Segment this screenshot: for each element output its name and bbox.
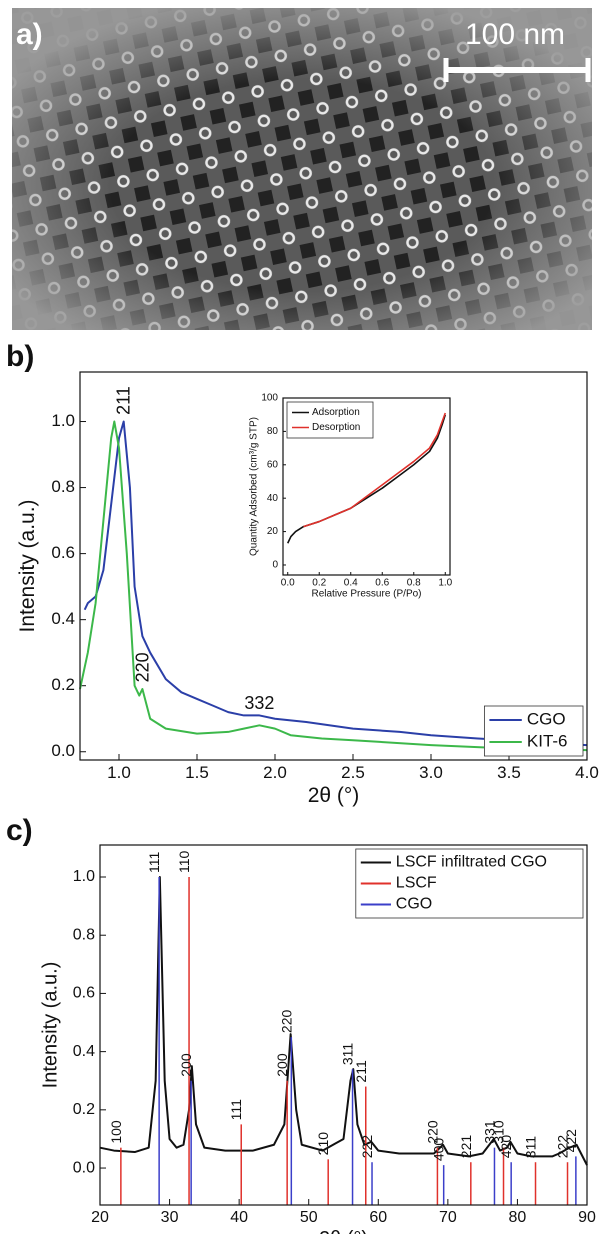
x-tick-label: 1.5 bbox=[185, 763, 209, 782]
y-tick-label: 1.0 bbox=[73, 868, 95, 885]
plot-frame bbox=[99, 844, 588, 1206]
y-tick-label: 0.0 bbox=[51, 741, 75, 760]
x-tick-label: 0.8 bbox=[407, 578, 421, 589]
peak-label: 422 bbox=[563, 1129, 579, 1153]
tem-image: 100 nm a) bbox=[12, 8, 592, 330]
plot-frame bbox=[282, 397, 451, 576]
y-tick-label: 0.0 bbox=[73, 1159, 95, 1176]
scale-bar-label: 100 nm bbox=[465, 18, 565, 51]
data-line bbox=[79, 420, 588, 752]
chart-panel: 0 20 40 60 80 100 0.0 0.2 0.4 0.6 0.8 1.0 Relative P… bbox=[249, 393, 453, 600]
x-axis-label: Relative Pressure (P/Po) bbox=[311, 589, 421, 600]
legend-label: CGO bbox=[396, 896, 432, 913]
peak-label: 220 bbox=[278, 1010, 294, 1034]
peak-label: 200 bbox=[178, 1053, 194, 1077]
peak-label: 200 bbox=[274, 1053, 290, 1077]
y-tick-label: 80 bbox=[267, 426, 279, 437]
peak-label: 210 bbox=[315, 1132, 331, 1156]
x-tick-label: 80 bbox=[509, 1209, 527, 1226]
y-axis-label: Intensity (a.u.) bbox=[39, 962, 61, 1089]
panel-label: c) bbox=[6, 814, 33, 847]
x-tick-label: 3.0 bbox=[419, 763, 443, 782]
x-tick-label: 60 bbox=[369, 1209, 387, 1226]
chart-panel: b) 0.0 0.2 0.4 0.6 0.8 1.0 1.0 1.5 2.0 2.5 3.0 3.5 4.… bbox=[6, 340, 599, 807]
y-tick-label: 100 bbox=[261, 393, 278, 404]
legend-label: LSCF infiltrated CGO bbox=[396, 854, 547, 871]
legend-box bbox=[483, 705, 584, 757]
legend-box bbox=[355, 848, 584, 919]
x-tick-label: 0.4 bbox=[344, 578, 358, 589]
x-tick-label: 70 bbox=[439, 1209, 457, 1226]
peak-label: 310 bbox=[491, 1120, 507, 1144]
x-tick-label: 1.0 bbox=[438, 578, 452, 589]
y-tick-label: 0.6 bbox=[51, 543, 75, 562]
x-axis-label: 2θ (°) bbox=[319, 1228, 368, 1234]
y-tick-label: 0 bbox=[272, 560, 278, 571]
y-tick-label: 0.4 bbox=[51, 609, 75, 628]
x-tick-label: 0.6 bbox=[375, 578, 389, 589]
x-tick-label: 3.5 bbox=[497, 763, 521, 782]
legend-label: CGO bbox=[527, 709, 566, 728]
peak-label: 100 bbox=[108, 1120, 124, 1144]
y-axis-label: Intensity (a.u.) bbox=[16, 499, 39, 632]
x-tick-label: 2.0 bbox=[263, 763, 287, 782]
legend-label: LSCF bbox=[396, 875, 437, 892]
data-line bbox=[99, 876, 588, 1166]
peak-annotation: 211 bbox=[114, 386, 134, 415]
x-tick-label: 90 bbox=[578, 1209, 596, 1226]
x-tick-label: 30 bbox=[161, 1209, 179, 1226]
panel-label: a) bbox=[16, 18, 43, 51]
data-line bbox=[287, 414, 447, 544]
peak-label: 220 bbox=[424, 1120, 440, 1144]
peak-annotation: 220 bbox=[132, 652, 152, 682]
x-tick-label: 1.0 bbox=[107, 763, 131, 782]
peak-label: 110 bbox=[176, 850, 192, 873]
y-tick-label: 0.4 bbox=[73, 1043, 95, 1060]
y-tick-label: 0.8 bbox=[51, 477, 75, 496]
x-tick-label: 50 bbox=[300, 1209, 318, 1226]
x-tick-label: 0.2 bbox=[312, 578, 326, 589]
data-line bbox=[303, 412, 447, 528]
peak-label: 111 bbox=[146, 852, 162, 873]
x-axis-label: 2θ (°) bbox=[308, 784, 360, 807]
x-tick-label: 0.0 bbox=[281, 578, 295, 589]
peak-label: 222 bbox=[359, 1135, 375, 1159]
y-tick-label: 20 bbox=[267, 526, 279, 537]
y-tick-label: 0.2 bbox=[73, 1101, 95, 1118]
legend-box bbox=[286, 401, 374, 439]
chart-panel: c) 0.0 0.2 0.4 0.6 0.8 1.0 20 30 40 50 60 70 80 90 2θ (… bbox=[6, 814, 596, 1239]
y-tick-label: 60 bbox=[267, 459, 279, 470]
x-tick-label: 4.0 bbox=[575, 763, 599, 782]
peak-label: 111 bbox=[228, 1099, 244, 1120]
x-tick-label: 20 bbox=[91, 1209, 109, 1226]
panel-label: b) bbox=[6, 340, 34, 373]
peak-label: 311 bbox=[523, 1136, 539, 1159]
legend-label: Desorption bbox=[312, 422, 360, 433]
y-tick-label: 1.0 bbox=[51, 411, 75, 430]
peak-label: 420 bbox=[498, 1135, 514, 1159]
peak-label: 222 bbox=[555, 1135, 571, 1159]
peak-label: 311 bbox=[340, 1043, 356, 1066]
legend-label: KIT-6 bbox=[527, 731, 568, 750]
x-tick-label: 40 bbox=[230, 1209, 248, 1226]
y-tick-label: 0.2 bbox=[51, 675, 75, 694]
y-tick-label: 0.6 bbox=[73, 985, 95, 1002]
peak-annotation: 332 bbox=[244, 693, 274, 713]
y-tick-label: 40 bbox=[267, 493, 279, 504]
peak-label: 400 bbox=[431, 1138, 447, 1162]
y-axis-label: Quantity Adsorbed (cm³/g STP) bbox=[249, 417, 260, 556]
legend-label: Adsorption bbox=[312, 407, 360, 418]
peak-label: 211 bbox=[353, 1060, 369, 1083]
peak-label: 221 bbox=[458, 1135, 474, 1159]
x-tick-label: 2.5 bbox=[341, 763, 365, 782]
data-line bbox=[83, 420, 588, 747]
y-tick-label: 0.8 bbox=[73, 926, 95, 943]
peak-label: 331 bbox=[481, 1120, 497, 1144]
plot-frame bbox=[79, 371, 588, 761]
